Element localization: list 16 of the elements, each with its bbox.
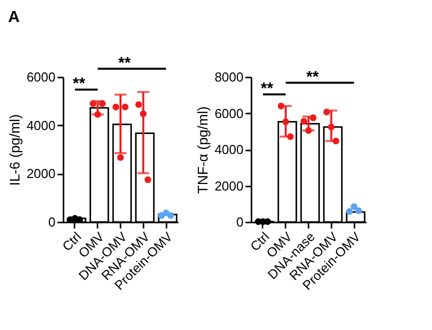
chart-title: A: [8, 8, 20, 26]
y-tick-label: 6000: [26, 70, 56, 84]
y-tick-label: 4000: [26, 118, 56, 133]
annotation: **: [306, 68, 320, 86]
y-tick-label: 0: [236, 214, 244, 230]
y-axis-title: TNF-α (pg/ml): [194, 106, 211, 194]
annotation: **: [72, 76, 86, 93]
y-tick-label: 4000: [214, 142, 244, 157]
y-tick-label: 0: [48, 214, 56, 230]
y-tick-label: 8000: [214, 70, 244, 84]
y-tick-label: 2000: [26, 166, 56, 182]
y-tick-label: 6000: [214, 106, 244, 121]
y-axis-title: IL-6 (pg/ml): [6, 114, 23, 186]
y-tick-label: 2000: [214, 178, 244, 194]
text: **: [118, 54, 132, 72]
annotation: **: [260, 80, 274, 98]
